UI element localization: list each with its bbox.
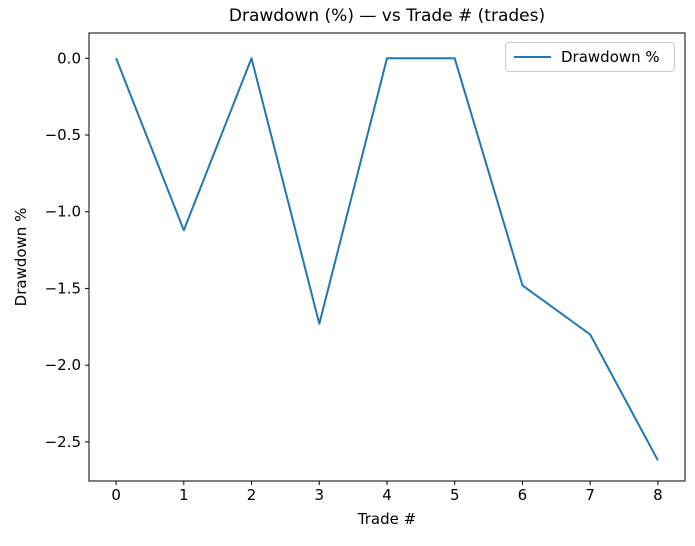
y-tick-label: −0.5: [45, 126, 81, 144]
y-tick-label: 0.0: [57, 49, 81, 67]
x-tick-label: 6: [518, 486, 528, 504]
x-tick-label: 5: [450, 486, 460, 504]
y-tick-label: −1.0: [45, 203, 81, 221]
legend-line-sample: [514, 56, 551, 58]
y-tick-label: −1.5: [45, 279, 81, 297]
x-tick-label: 2: [247, 486, 257, 504]
chart-title: Drawdown (%) — vs Trade # (trades): [228, 6, 546, 26]
x-tick-label: 4: [382, 486, 392, 504]
x-axis-label: Trade #: [357, 510, 417, 528]
drawdown-line: [115, 57, 659, 461]
x-tick-label: 3: [314, 486, 324, 504]
x-tick-label: 8: [653, 486, 663, 504]
y-tick-label: −2.0: [45, 356, 81, 374]
x-tick-label: 0: [111, 486, 121, 504]
legend-label: Drawdown %: [561, 48, 660, 66]
x-tick-label: 7: [585, 486, 595, 504]
y-axis-label: Drawdown %: [12, 207, 30, 307]
x-tick-label: 1: [179, 486, 189, 504]
legend: Drawdown %: [505, 42, 675, 72]
axes-frame: [88, 32, 686, 482]
y-tick-label: −2.5: [45, 433, 81, 451]
